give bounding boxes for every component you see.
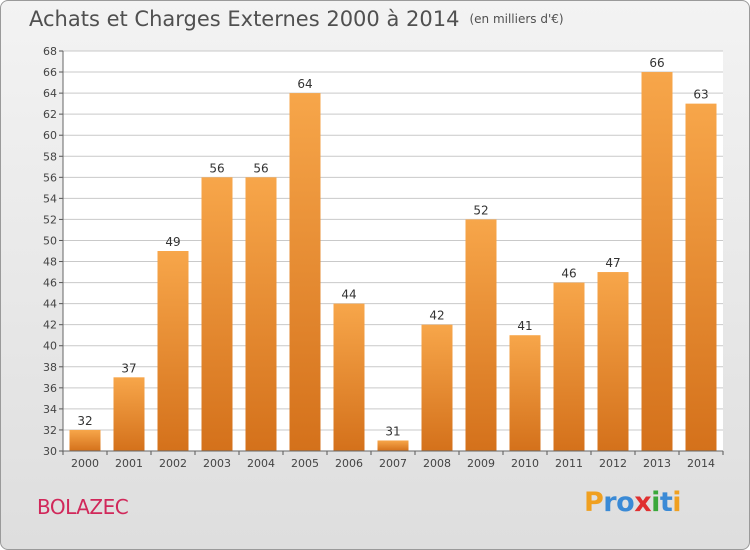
x-tick-label: 2010 [511, 457, 539, 470]
x-tick-label: 2001 [115, 457, 143, 470]
bar [377, 440, 409, 451]
bar [69, 429, 101, 451]
y-tick-label: 64 [43, 87, 57, 100]
bar [421, 324, 453, 451]
logo-letter: P [584, 487, 604, 518]
bar [289, 93, 321, 452]
y-tick-label: 34 [43, 403, 57, 416]
bar [509, 335, 541, 451]
y-tick-label: 66 [43, 66, 57, 79]
x-tick-label: 2012 [599, 457, 627, 470]
data-label: 31 [385, 424, 400, 438]
y-tick-label: 52 [43, 213, 57, 226]
bar [553, 282, 585, 451]
logo-letter: i [651, 487, 660, 518]
data-label: 64 [297, 77, 312, 91]
data-label: 66 [649, 56, 664, 70]
title-text: Achats et Charges Externes 2000 à 2014 [29, 7, 460, 31]
y-tick-label: 46 [43, 277, 57, 290]
y-tick-label: 60 [43, 129, 57, 142]
data-label: 56 [253, 161, 268, 175]
x-tick-label: 2013 [643, 457, 671, 470]
bar [465, 219, 497, 451]
x-tick-label: 2009 [467, 457, 495, 470]
bar [641, 72, 673, 451]
proxiti-logo: Proxiti [584, 487, 682, 518]
data-label: 41 [517, 319, 532, 333]
place-name: BOLAZEC [37, 495, 129, 519]
bar [245, 177, 277, 451]
data-label: 49 [165, 235, 180, 249]
y-tick-label: 42 [43, 319, 57, 332]
x-tick-label: 2008 [423, 457, 451, 470]
y-axis: 30 32 34 36 38 40 42 44 46 48 50 52 54 56 58 60 62 64 66 68 [43, 45, 64, 458]
bar [113, 377, 145, 451]
x-tick-label: 2004 [247, 457, 275, 470]
x-tick-label: 2000 [71, 457, 99, 470]
y-tick-label: 30 [43, 445, 57, 458]
logo-letter: i [672, 487, 682, 518]
y-tick-label: 48 [43, 256, 57, 269]
y-tick-label: 50 [43, 234, 57, 247]
bar [201, 177, 233, 451]
chart-title: Achats et Charges Externes 2000 à 2014 (e… [29, 7, 564, 31]
logo-letter: x [634, 487, 652, 518]
data-label: 37 [121, 361, 136, 375]
x-axis: 2000 2001 2002 2003 2004 2005 2006 2007 2008 2009… [62, 450, 724, 470]
y-tick-label: 68 [43, 45, 57, 58]
data-label: 52 [473, 203, 488, 217]
data-label: 44 [341, 288, 356, 302]
x-tick-label: 2011 [555, 457, 583, 470]
bar [157, 251, 189, 451]
data-label: 46 [561, 267, 576, 281]
x-tick-label: 2005 [291, 457, 319, 470]
x-tick-label: 2014 [687, 457, 715, 470]
x-tick-label: 2002 [159, 457, 187, 470]
data-label: 56 [209, 161, 224, 175]
y-tick-label: 54 [43, 192, 57, 205]
data-label: 32 [77, 414, 92, 428]
y-tick-label: 40 [43, 340, 57, 353]
x-tick-label: 2007 [379, 457, 407, 470]
x-tick-label: 2006 [335, 457, 363, 470]
data-label: 63 [693, 88, 708, 102]
y-tick-label: 44 [43, 298, 57, 311]
y-tick-label: 62 [43, 108, 57, 121]
y-tick-label: 36 [43, 382, 57, 395]
logo-letter: t [659, 487, 673, 518]
data-label: 47 [605, 256, 620, 270]
title-unit: (en milliers d'€) [469, 12, 564, 26]
data-label: 42 [429, 309, 444, 323]
x-tick-label: 2003 [203, 457, 231, 470]
y-tick-label: 58 [43, 150, 57, 163]
bar [685, 103, 717, 451]
bar [333, 303, 365, 451]
logo-letter: o [616, 487, 635, 518]
bar [597, 272, 629, 451]
y-tick-label: 32 [43, 424, 57, 437]
y-tick-label: 56 [43, 171, 57, 184]
y-tick-label: 38 [43, 361, 57, 374]
bars: 32 37 49 56 56 64 44 31 42 52 41 46 47 66 63 [69, 56, 717, 452]
logo-letter: r [603, 487, 617, 518]
